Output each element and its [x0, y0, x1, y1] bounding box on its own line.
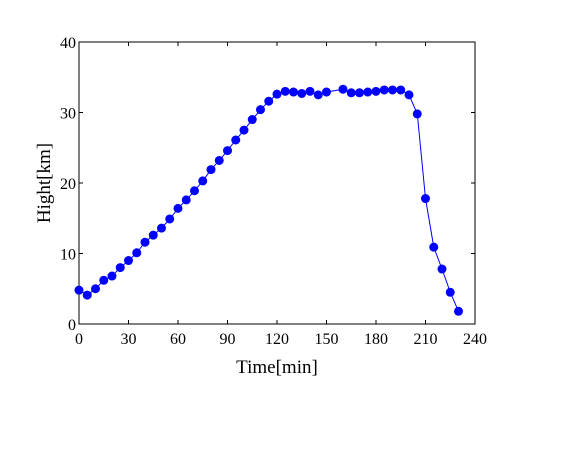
axis-ticks	[78, 41, 476, 325]
data-point	[99, 275, 109, 285]
data-point	[247, 115, 257, 125]
data-point	[421, 194, 430, 204]
data-point	[148, 230, 158, 240]
data-point	[198, 176, 208, 186]
x-tick-label: 30	[121, 331, 137, 348]
data-point	[115, 263, 125, 273]
data-point	[289, 87, 298, 97]
data-point	[363, 87, 373, 97]
data-point	[173, 203, 183, 213]
data-point	[388, 85, 397, 95]
data-point	[404, 90, 414, 100]
data-point	[305, 86, 315, 96]
data-point	[181, 195, 191, 205]
data-point	[272, 89, 282, 99]
y-tick-label: 20	[60, 176, 76, 193]
x-tick-label: 90	[220, 331, 236, 348]
y-tick-label: 10	[60, 247, 76, 264]
data-point	[140, 237, 150, 247]
data-point	[454, 306, 463, 316]
data-point	[379, 85, 389, 95]
data-point	[437, 264, 447, 274]
data-point	[206, 165, 216, 175]
y-tick-label: 40	[60, 35, 76, 52]
x-tick-label: 240	[463, 331, 487, 348]
data-point	[132, 248, 142, 258]
data-point	[91, 284, 100, 294]
data-point	[231, 135, 241, 145]
data-point	[157, 223, 166, 233]
y-axis-label: Hight[km]	[34, 143, 55, 223]
x-tick-label: 210	[414, 331, 438, 348]
data-point	[355, 88, 364, 98]
data-point	[280, 86, 290, 96]
data-point	[445, 287, 455, 297]
data-point	[214, 155, 224, 165]
y-tick-label: 0	[68, 317, 76, 334]
data-point	[74, 285, 84, 295]
data-point	[239, 125, 249, 135]
data-point	[396, 85, 406, 95]
data-point	[297, 88, 307, 98]
series-line	[78, 88, 459, 312]
data-point	[264, 96, 274, 106]
y-tick-label: 30	[60, 106, 76, 123]
data-point	[371, 86, 381, 96]
x-tick-label: 0	[75, 331, 83, 348]
data-point	[165, 214, 175, 224]
x-tick-label: 120	[265, 331, 289, 348]
x-axis-label: Time[min]	[236, 357, 318, 378]
data-point	[313, 90, 323, 100]
plot-frame	[78, 41, 476, 325]
axis-tick-labels: 0 30 60 90 120 150 180 210 240 0 10 20 30 40	[60, 35, 487, 348]
data-point	[322, 87, 331, 97]
series-markers	[74, 84, 463, 316]
data-point	[429, 242, 439, 252]
data-point	[338, 84, 348, 94]
data-point	[346, 88, 356, 98]
data-point	[412, 109, 422, 119]
x-tick-label: 180	[364, 331, 388, 348]
x-tick-label: 150	[315, 331, 339, 348]
data-point	[256, 105, 265, 115]
data-point	[82, 290, 92, 300]
data-point	[107, 271, 117, 281]
data-point	[223, 146, 232, 156]
x-tick-label: 60	[170, 331, 186, 348]
data-point	[190, 186, 199, 196]
data-point	[124, 256, 133, 266]
